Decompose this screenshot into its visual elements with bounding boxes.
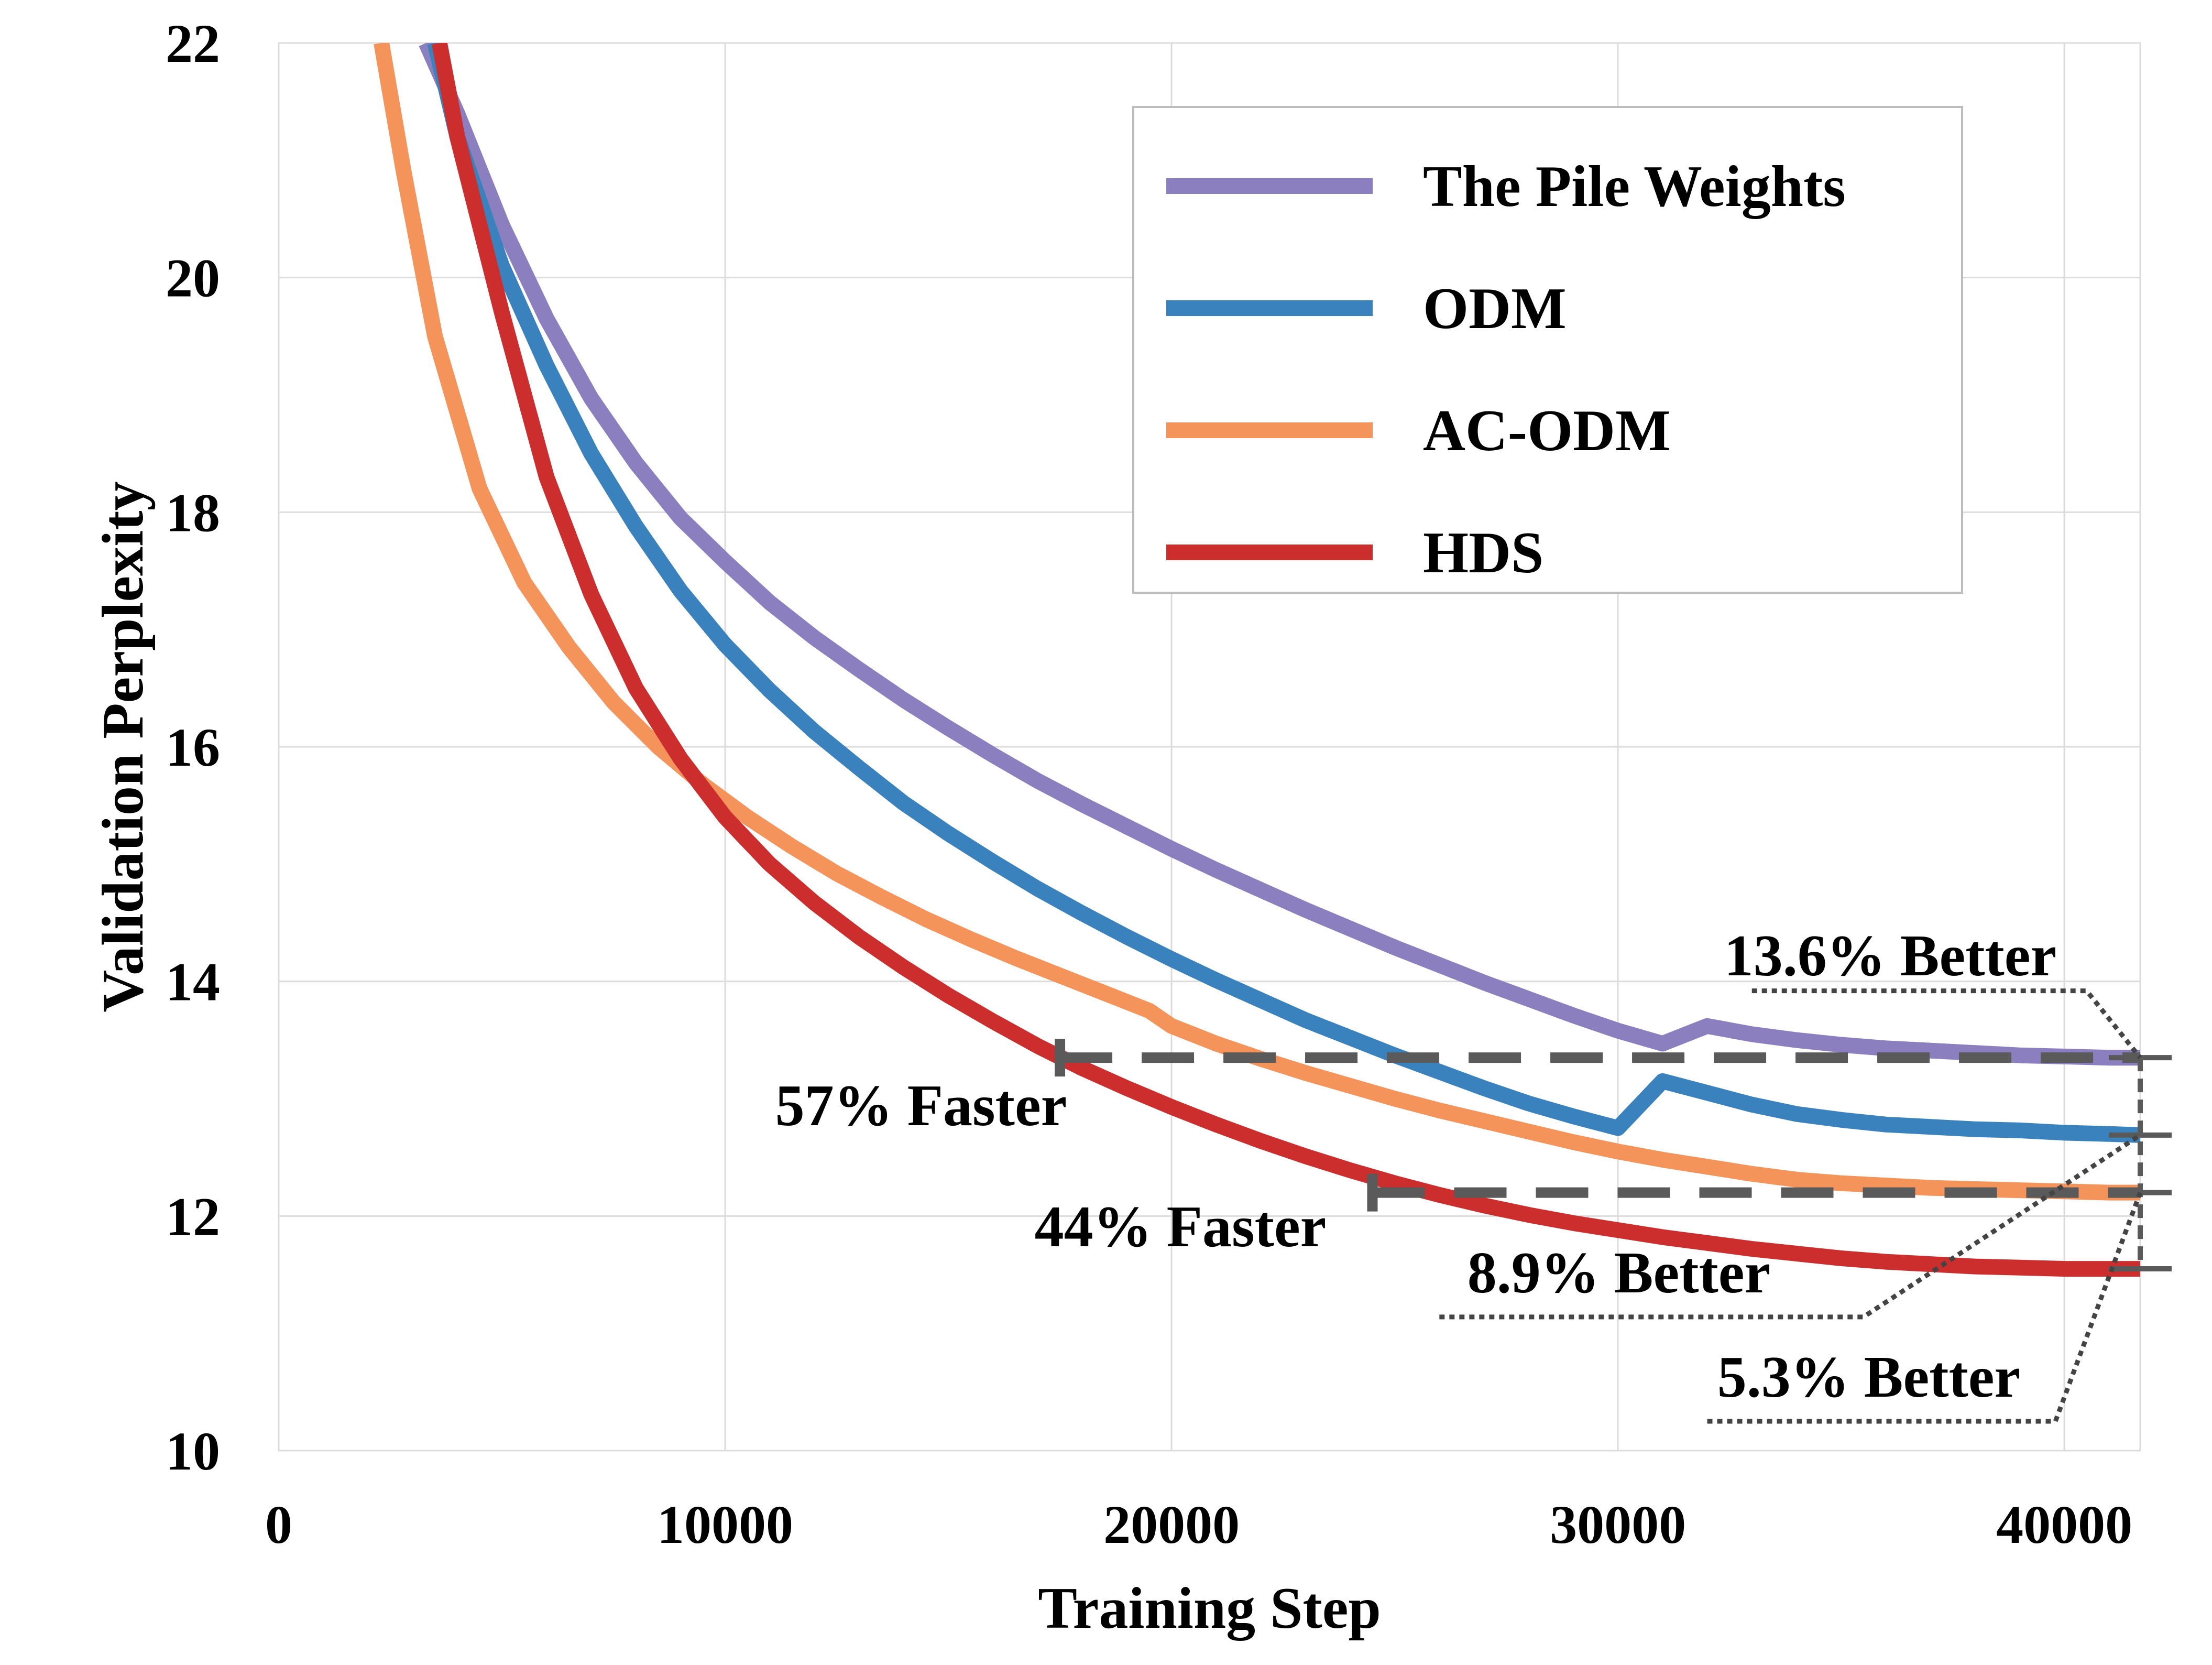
series-line-hds xyxy=(431,43,2140,1277)
x-tick-label: 30000 xyxy=(1550,1495,1686,1555)
y-tick-label: 10 xyxy=(166,1421,220,1482)
y-tick-label: 12 xyxy=(166,1187,220,1247)
x-tick-label: 40000 xyxy=(1996,1495,2132,1555)
annotation-pointers xyxy=(1439,988,2143,1424)
legend-label: The Pile Weights xyxy=(1423,154,1846,219)
annotation-label: 57% Faster xyxy=(775,1073,1067,1138)
x-axis-title: Training Step xyxy=(1038,1576,1381,1641)
y-tick-label: 18 xyxy=(166,483,220,543)
legend-label: ODM xyxy=(1423,276,1567,341)
x-axis: 0 10000 20000 30000 40000 xyxy=(265,1495,2132,1555)
y-tick-label: 14 xyxy=(166,952,220,1013)
annotation-pointer xyxy=(1439,1133,2142,1320)
annotation-pointer xyxy=(1751,988,2142,1059)
annotation-label: 13.6% Better xyxy=(1724,923,2056,988)
y-axis-title: Validation Perplexity xyxy=(91,481,156,1012)
y-tick-label: 22 xyxy=(166,14,220,74)
y-axis: 10 12 14 16 18 20 22 xyxy=(166,14,220,1482)
x-tick-label: 20000 xyxy=(1103,1495,1240,1555)
legend: The Pile Weights ODM AC-ODM HDS xyxy=(1132,106,1963,594)
plot-frame xyxy=(278,42,2141,1452)
x-tick-label: 0 xyxy=(265,1495,292,1555)
legend-label: HDS xyxy=(1423,520,1543,585)
y-tick-label: 16 xyxy=(166,717,220,778)
annotation-pointer xyxy=(1707,1192,2143,1424)
series-line-the-pile-weights xyxy=(419,43,2140,1066)
x-tick-label: 10000 xyxy=(657,1495,793,1555)
series-line-ac-odm xyxy=(374,43,2140,1201)
annotation-label: 5.3% Better xyxy=(1717,1345,2020,1410)
annotation-label: 44% Faster xyxy=(1035,1194,1327,1259)
annotation-label: 8.9% Better xyxy=(1468,1240,1770,1305)
plot-area xyxy=(374,43,2140,1277)
annotations: 57% Faster 44% Faster 13.6% Better 8.9% Bet… xyxy=(775,923,2057,1410)
y-tick-label: 20 xyxy=(166,248,220,309)
legend-label: AC-ODM xyxy=(1423,398,1671,463)
series-line-odm xyxy=(427,43,2140,1143)
